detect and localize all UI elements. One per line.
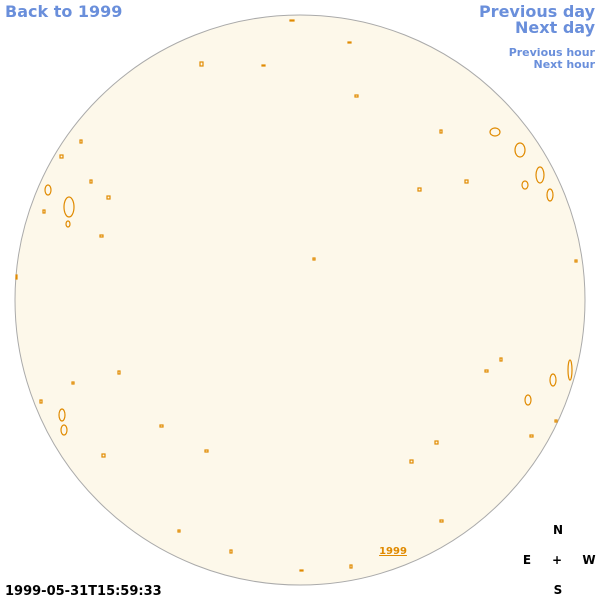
spot [261, 64, 266, 67]
spot [42, 209, 46, 214]
spot [349, 564, 353, 569]
spot [524, 394, 532, 406]
spot [439, 129, 443, 134]
spot [99, 234, 104, 238]
spot [529, 434, 534, 438]
spot [439, 519, 444, 523]
spot [312, 257, 316, 261]
spot [489, 127, 501, 137]
spot [574, 259, 578, 263]
spot [204, 449, 209, 453]
spot [199, 61, 204, 67]
spot [79, 139, 83, 144]
compass-center: + [552, 553, 562, 567]
spot [549, 373, 557, 387]
spot [159, 424, 164, 428]
year-label[interactable]: 1999 [379, 546, 407, 557]
previous-day-link[interactable]: Previous day [479, 2, 596, 21]
spot [39, 399, 43, 404]
spot [299, 569, 304, 572]
spot [58, 408, 66, 422]
spot [59, 154, 64, 159]
next-hour-link[interactable]: Next hour [534, 58, 596, 71]
magnetic-spots [15, 19, 578, 572]
spot [60, 424, 68, 436]
spot [546, 188, 554, 202]
back-link[interactable]: Back to 1999 [5, 2, 122, 21]
spot [347, 41, 352, 44]
compass-east: E [523, 553, 531, 567]
previous-hour-link[interactable]: Previous hour [509, 46, 596, 59]
spot [63, 196, 75, 218]
spot [65, 220, 71, 228]
spot [499, 357, 503, 362]
spot [417, 187, 422, 192]
timestamp: 1999-05-31T15:59:33 [5, 584, 162, 599]
spot [101, 453, 106, 458]
spot [44, 184, 52, 196]
spot [177, 529, 181, 533]
solar-disk [14, 14, 586, 586]
spot [484, 369, 489, 373]
spot [409, 459, 414, 464]
next-day-link[interactable]: Next day [515, 18, 596, 37]
spot [71, 381, 75, 385]
compass-south: S [554, 583, 563, 597]
spot [554, 419, 558, 423]
spot [354, 94, 359, 98]
spot [567, 359, 573, 381]
spot [535, 166, 545, 184]
spot [434, 440, 439, 445]
spot [15, 274, 18, 280]
spot [464, 179, 469, 184]
spot [514, 142, 526, 158]
spot [229, 549, 233, 554]
spot [289, 19, 295, 22]
compass-west: W [582, 553, 595, 567]
compass-north: N [553, 523, 563, 537]
spot [521, 180, 529, 190]
spot [117, 370, 121, 375]
spot [89, 179, 93, 184]
spot [106, 195, 111, 200]
